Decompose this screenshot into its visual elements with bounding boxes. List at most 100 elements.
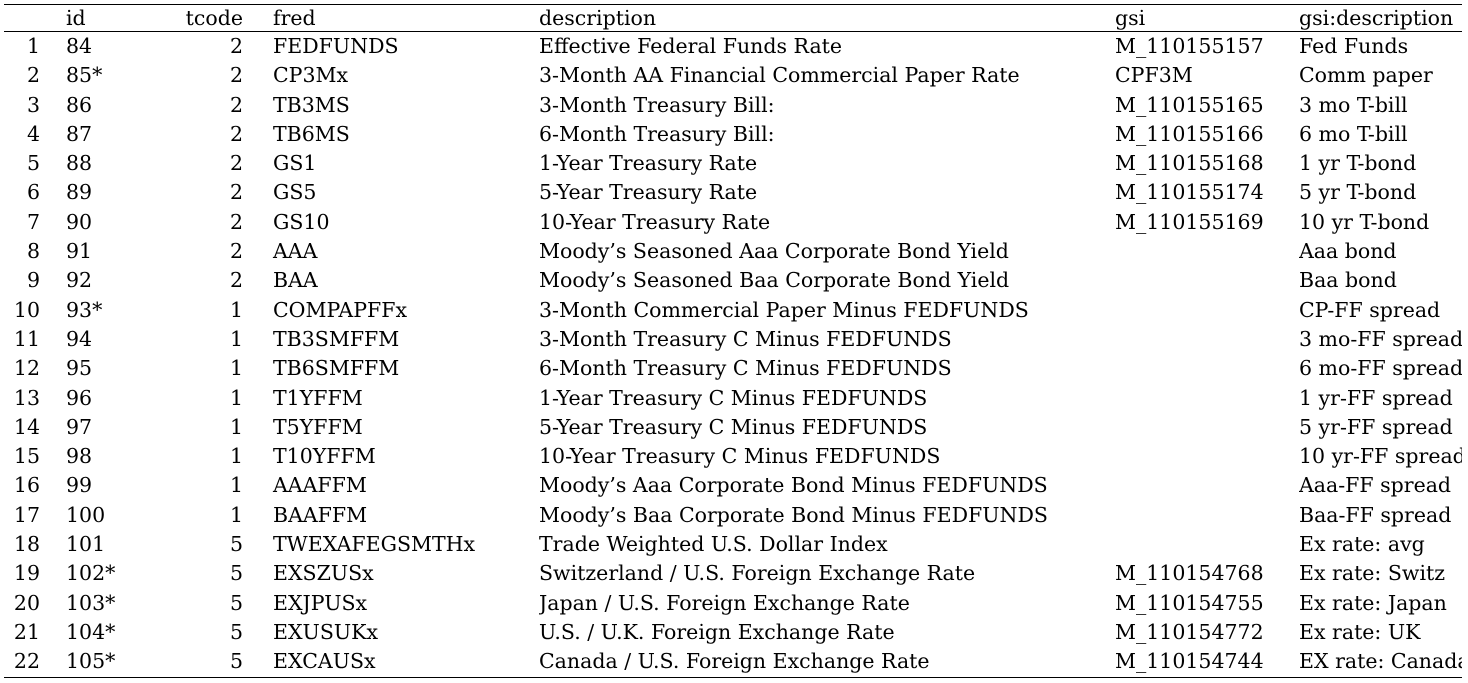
cell-description: 5-Year Treasury C Minus FEDFUNDS bbox=[539, 414, 928, 439]
table-row: 13 96 1 T1YFFM 1-Year Treasury C Minus FEDFU… bbox=[4, 384, 1462, 413]
cell-id: 88 bbox=[66, 151, 93, 176]
cell-gsi: M_110154744 bbox=[1115, 649, 1264, 674]
cell-tcode: 1 bbox=[229, 414, 243, 439]
cell-description: 5-Year Treasury Rate bbox=[539, 180, 758, 205]
table-row: 14 97 1 T5YFFM 5-Year Treasury C Minus FEDFU… bbox=[4, 413, 1462, 442]
cell-gsi bbox=[1115, 325, 1299, 354]
cell-gsi: M_110154755 bbox=[1115, 590, 1264, 615]
cell-description: Trade Weighted U.S. Dollar Index bbox=[539, 532, 888, 557]
header-row: id tcode fred description gsi gsi:descri… bbox=[4, 4, 1462, 32]
cell-gsi-description: 6 mo T-bill bbox=[1299, 121, 1408, 146]
cell-gsi bbox=[1115, 237, 1299, 266]
cell-gsi-description: Ex rate: UK bbox=[1299, 619, 1421, 644]
cell-fred: TB6SMFFM bbox=[273, 356, 400, 381]
cell-id: 100 bbox=[66, 502, 106, 527]
cell-gsi bbox=[1115, 266, 1299, 295]
cell-tcode: 2 bbox=[229, 209, 243, 234]
cell-id: 99 bbox=[66, 473, 93, 498]
cell-fred: AAA bbox=[273, 239, 318, 264]
cell-tcode: 5 bbox=[229, 561, 243, 586]
cell-description: Japan / U.S. Foreign Exchange Rate bbox=[539, 590, 910, 615]
cell-row-index: 21 bbox=[13, 619, 40, 644]
cell-row-index: 22 bbox=[13, 649, 40, 674]
cell-row-index: 10 bbox=[13, 297, 40, 322]
cell-fred: CP3Mx bbox=[273, 63, 349, 88]
cell-gsi-description: EX rate: Canada bbox=[1299, 649, 1462, 674]
cell-fred: BAAFFM bbox=[273, 502, 368, 527]
cell-gsi-description: Fed Funds bbox=[1299, 34, 1409, 58]
table-row: 12 95 1 TB6SMFFM 6-Month Treasury C Minus FE… bbox=[4, 354, 1462, 383]
cell-tcode: 2 bbox=[229, 121, 243, 146]
header-id: id bbox=[66, 6, 86, 30]
cell-row-index: 18 bbox=[13, 532, 40, 557]
cell-gsi-description: Ex rate: Switz bbox=[1299, 561, 1446, 586]
cell-row-index: 19 bbox=[13, 561, 40, 586]
cell-fred: EXUSUKx bbox=[273, 619, 379, 644]
cell-gsi bbox=[1115, 296, 1299, 325]
header-description: description bbox=[539, 6, 657, 30]
cell-gsi bbox=[1115, 530, 1299, 559]
cell-description: Moody’s Baa Corporate Bond Minus FEDFUND… bbox=[539, 502, 1048, 527]
cell-fred: GS1 bbox=[273, 151, 317, 176]
cell-row-index: 13 bbox=[13, 385, 40, 410]
table-row: 16 99 1 AAAFFM Moody’s Aaa Corporate Bond Mi… bbox=[4, 471, 1462, 500]
header-tcode: tcode bbox=[185, 6, 243, 30]
header-row-index bbox=[4, 5, 40, 32]
cell-gsi: M_110155174 bbox=[1115, 180, 1264, 205]
cell-tcode: 2 bbox=[229, 151, 243, 176]
cell-description: 3-Month Treasury C Minus FEDFUNDS bbox=[539, 326, 952, 351]
cell-description: 1-Year Treasury Rate bbox=[539, 151, 758, 176]
cell-tcode: 2 bbox=[229, 180, 243, 205]
cell-gsi: CPF3M bbox=[1115, 63, 1193, 88]
cell-fred: TWEXAFEGSMTHx bbox=[273, 532, 476, 557]
table-body: 1 84 2 FEDFUNDS Effective Federal Funds Rate… bbox=[4, 32, 1462, 678]
cell-gsi: M_110155168 bbox=[1115, 151, 1264, 176]
cell-id: 93* bbox=[66, 297, 103, 322]
cell-row-index: 11 bbox=[13, 326, 40, 351]
cell-gsi-description: 10 yr T-bond bbox=[1299, 209, 1430, 234]
table-row: 10 93* 1 COMPAPFFx 3-Month Commercial Paper … bbox=[4, 296, 1462, 325]
cell-gsi-description: 1 yr T-bond bbox=[1299, 151, 1417, 176]
header-gsi: gsi bbox=[1115, 6, 1146, 30]
cell-fred: EXCAUSx bbox=[273, 649, 376, 674]
cell-description: 3-Month Commercial Paper Minus FEDFUNDS bbox=[539, 297, 1029, 322]
cell-description: Canada / U.S. Foreign Exchange Rate bbox=[539, 649, 930, 674]
cell-gsi-description: 3 mo T-bill bbox=[1299, 92, 1408, 117]
cell-gsi bbox=[1115, 442, 1299, 471]
table-row: 2 85* 2 CP3Mx 3-Month AA Financial Commercia… bbox=[4, 61, 1462, 90]
cell-id: 104* bbox=[66, 619, 116, 644]
cell-gsi: M_110155165 bbox=[1115, 92, 1264, 117]
table-row: 3 86 2 TB3MS 3-Month Treasury Bill: M_1101551… bbox=[4, 91, 1462, 120]
cell-gsi-description: 6 mo-FF spread bbox=[1299, 356, 1462, 381]
cell-id: 101 bbox=[66, 532, 106, 557]
cell-description: 6-Month Treasury C Minus FEDFUNDS bbox=[539, 356, 952, 381]
cell-id: 87 bbox=[66, 121, 93, 146]
cell-description: U.S. / U.K. Foreign Exchange Rate bbox=[539, 619, 895, 644]
table-row: 22 105* 5 EXCAUSx Canada / U.S. Foreign Exch… bbox=[4, 647, 1462, 678]
cell-fred: EXJPUSx bbox=[273, 590, 368, 615]
cell-tcode: 2 bbox=[229, 239, 243, 264]
cell-fred: T10YFFM bbox=[273, 444, 376, 469]
cell-gsi-description: Aaa-FF spread bbox=[1299, 473, 1452, 498]
cell-gsi-description: 5 yr-FF spread bbox=[1299, 414, 1453, 439]
cell-id: 85* bbox=[66, 63, 103, 88]
cell-tcode: 5 bbox=[229, 649, 243, 674]
cell-fred: TB3SMFFM bbox=[273, 326, 400, 351]
cell-row-index: 20 bbox=[13, 590, 40, 615]
cell-gsi-description: 10 yr-FF spread bbox=[1299, 444, 1462, 469]
cell-tcode: 1 bbox=[229, 326, 243, 351]
cell-description: 6-Month Treasury Bill: bbox=[539, 121, 775, 146]
cell-gsi: M_110155157 bbox=[1115, 34, 1264, 58]
cell-tcode: 1 bbox=[229, 385, 243, 410]
table-row: 6 89 2 GS5 5-Year Treasury Rate M_110155174 5 … bbox=[4, 178, 1462, 207]
cell-fred: GS10 bbox=[273, 209, 330, 234]
cell-gsi-description: CP-FF spread bbox=[1299, 297, 1441, 322]
cell-description: 10-Year Treasury C Minus FEDFUNDS bbox=[539, 444, 941, 469]
cell-id: 95 bbox=[66, 356, 93, 381]
table-row: 18 101 5 TWEXAFEGSMTHx Trade Weighted U.S. D… bbox=[4, 530, 1462, 559]
series-table-container: id tcode fred description gsi gsi:descri… bbox=[4, 4, 1462, 678]
cell-id: 90 bbox=[66, 209, 93, 234]
cell-id: 105* bbox=[66, 649, 116, 674]
cell-fred: AAAFFM bbox=[273, 473, 367, 498]
cell-tcode: 2 bbox=[229, 268, 243, 293]
